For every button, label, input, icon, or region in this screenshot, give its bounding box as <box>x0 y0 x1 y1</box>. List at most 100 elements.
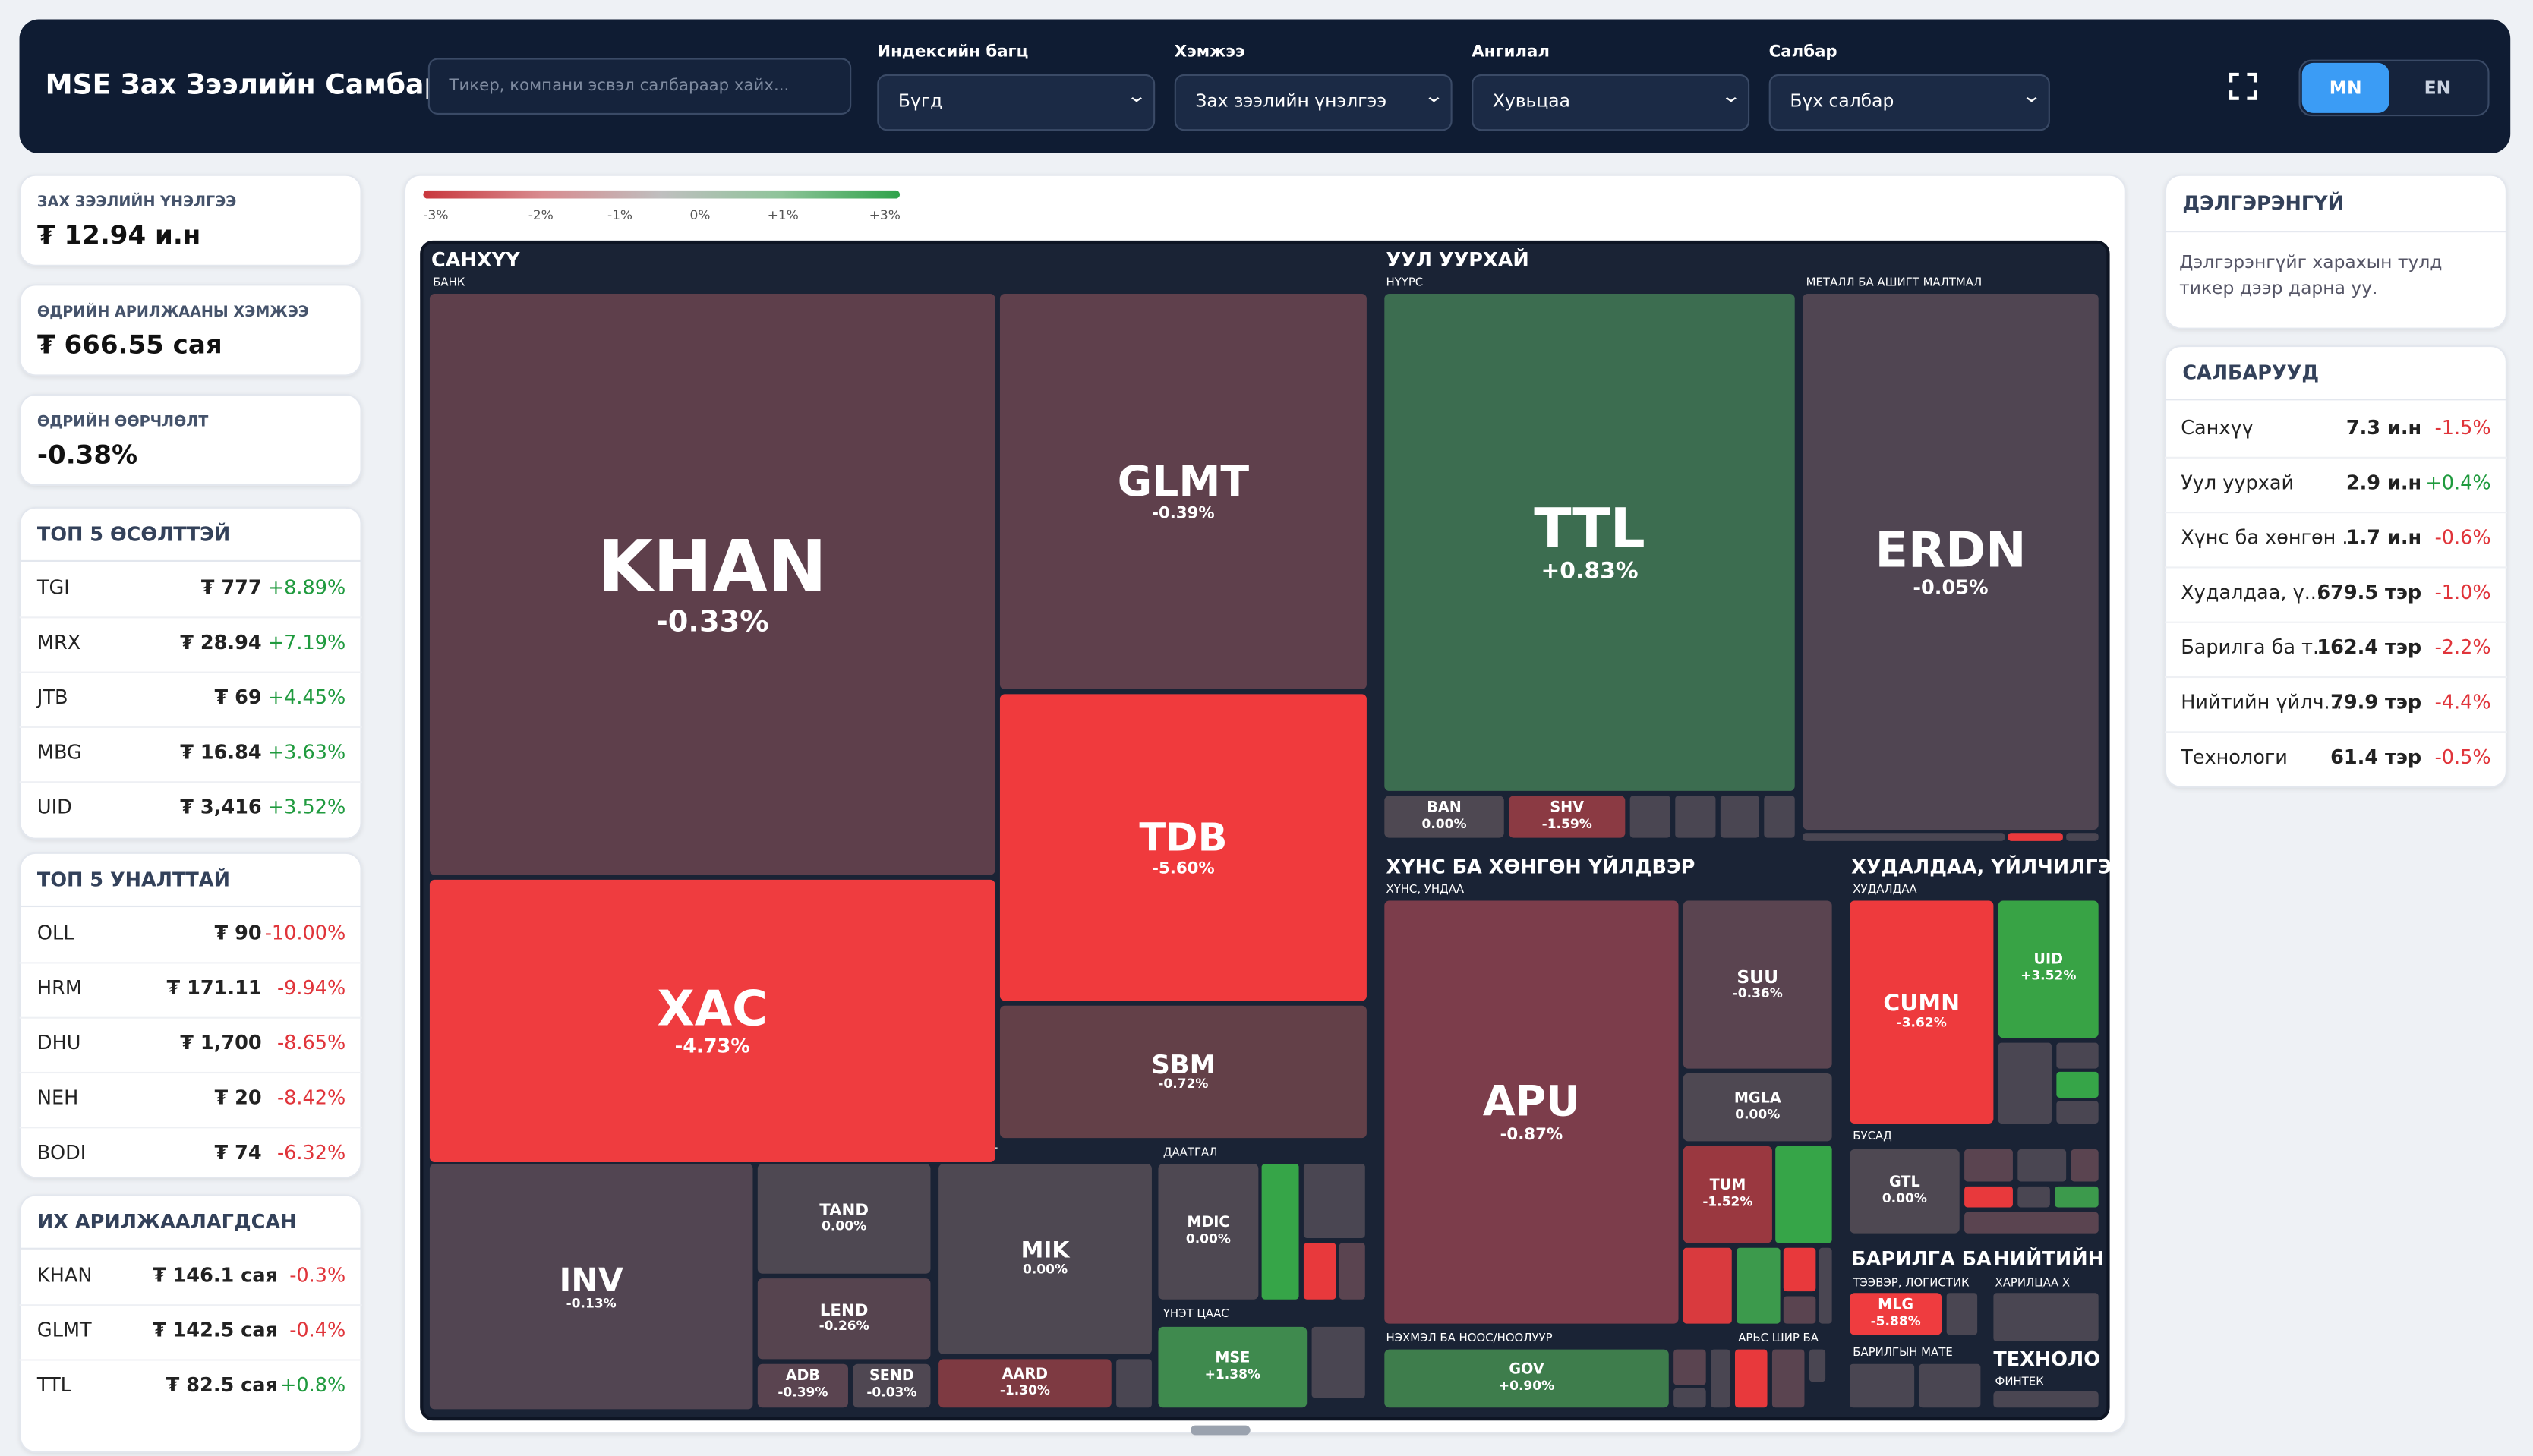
sector-name[interactable]: Технологи <box>2181 745 2288 769</box>
treemap-tile[interactable]: SEND -0.03% <box>853 1363 931 1408</box>
treemap-tile[interactable] <box>1809 1349 1826 1382</box>
sector-name[interactable]: Санхүү <box>2181 416 2254 440</box>
treemap-tile[interactable] <box>1311 1326 1365 1398</box>
treemap-tile[interactable]: SBM -0.72% <box>999 1005 1367 1139</box>
row-ticker[interactable]: MBG <box>36 741 82 764</box>
treemap-tile[interactable]: MLG -5.88% <box>1850 1293 1942 1335</box>
treemap-tile[interactable] <box>1993 1391 2099 1408</box>
treemap-tile[interactable] <box>1673 1388 1706 1408</box>
treemap-tile[interactable] <box>1803 833 2005 841</box>
treemap-tile[interactable] <box>1261 1164 1299 1300</box>
treemap-tile[interactable] <box>2056 1071 2099 1098</box>
treemap-tile[interactable] <box>1964 1149 2013 1182</box>
treemap-tile[interactable] <box>1711 1349 1730 1408</box>
treemap-tile[interactable] <box>1720 796 1759 838</box>
treemap-tile[interactable] <box>1993 1293 2099 1342</box>
treemap-tile[interactable] <box>1783 1247 1816 1292</box>
sector-name[interactable]: Нийтийн үйлч... <box>2181 691 2342 714</box>
sector-name[interactable]: Барилга ба т... <box>2181 635 2332 659</box>
treemap-tile[interactable] <box>1116 1359 1152 1408</box>
treemap-group-label: ХУДАЛДАА, ҮЙЛЧИЛГЭ <box>1851 855 2112 878</box>
treemap-tile[interactable] <box>1964 1186 2013 1208</box>
treemap-tile[interactable] <box>1629 796 1670 838</box>
treemap-tile[interactable]: XAC -4.73% <box>429 879 995 1163</box>
treemap-tile[interactable]: UID +3.52% <box>1998 900 2099 1038</box>
row-ticker[interactable]: OLL <box>36 922 74 944</box>
treemap-tile[interactable]: LEND -0.26% <box>757 1278 931 1360</box>
treemap-tile[interactable] <box>1771 1349 1805 1408</box>
lang-mn[interactable]: MN <box>2301 62 2389 113</box>
treemap-tile[interactable] <box>1675 796 1716 838</box>
tile-ticker: SEND <box>869 1369 914 1385</box>
filter-select[interactable]: Зах зээлийн үнэлгээ <box>1174 74 1453 131</box>
treemap-tile[interactable] <box>2066 833 2099 841</box>
sector-name[interactable]: Худалдаа, ү... <box>2181 581 2323 604</box>
treemap-tile[interactable]: BAN 0.00% <box>1384 796 1504 838</box>
treemap-tile[interactable]: GTL 0.00% <box>1850 1149 1960 1234</box>
row-ticker[interactable]: HRM <box>36 976 82 1000</box>
treemap-tile[interactable] <box>1850 1363 1915 1408</box>
treemap-tile[interactable] <box>1946 1293 1978 1335</box>
treemap-tile[interactable]: GOV +0.90% <box>1384 1349 1669 1408</box>
treemap-tile[interactable] <box>1764 796 1795 838</box>
filter-select[interactable]: Бүх салбар <box>1768 74 2050 131</box>
treemap-tile[interactable]: TUM -1.52% <box>1683 1146 1772 1243</box>
treemap-tile[interactable] <box>1673 1349 1706 1385</box>
treemap-tile[interactable] <box>1339 1243 1365 1300</box>
row-ticker[interactable]: GLMT <box>36 1319 92 1342</box>
treemap-tile[interactable]: MSE +1.38% <box>1158 1326 1308 1408</box>
treemap-tile[interactable]: MGLA 0.00% <box>1683 1073 1832 1142</box>
treemap-tile[interactable]: APU -0.87% <box>1384 900 1679 1324</box>
treemap-tile[interactable] <box>1998 1042 2052 1124</box>
treemap-tile[interactable]: ADB -0.39% <box>757 1363 848 1408</box>
treemap-tile[interactable]: ERDN -0.05% <box>1803 294 2099 830</box>
treemap-tile[interactable] <box>1919 1363 1981 1408</box>
treemap-tile[interactable] <box>1783 1296 1816 1324</box>
treemap-tile[interactable] <box>1819 1247 1832 1324</box>
sector-name[interactable]: Хүнс ба хөнгөн ... <box>2181 526 2361 549</box>
treemap-tile[interactable] <box>1737 1247 1781 1324</box>
row-ticker[interactable]: TGI <box>36 576 70 599</box>
row-ticker[interactable]: DHU <box>36 1031 81 1054</box>
treemap-tile[interactable] <box>2056 1101 2099 1124</box>
treemap-tile[interactable]: MIK 0.00% <box>938 1164 1152 1355</box>
treemap-tile[interactable] <box>1775 1146 1832 1243</box>
treemap-tile[interactable]: SUU -0.36% <box>1683 900 1832 1069</box>
treemap-tile[interactable]: KHAN -0.33% <box>429 294 995 875</box>
treemap-tile[interactable] <box>1683 1247 1732 1324</box>
row-ticker[interactable]: JTB <box>36 685 68 709</box>
row-divider <box>2164 512 2507 514</box>
treemap-tile[interactable] <box>2055 1186 2099 1208</box>
search-input[interactable]: Тикер, компани эсвэл салбараар хайх... <box>427 58 852 115</box>
treemap-tile[interactable]: SHV -1.59% <box>1509 796 1626 838</box>
filter-select[interactable]: Хувьцаа <box>1472 74 1750 131</box>
lang-en[interactable]: EN <box>2424 77 2452 99</box>
row-ticker[interactable]: UID <box>36 796 72 819</box>
treemap-tile[interactable] <box>2017 1186 2050 1208</box>
treemap-tile[interactable]: GLMT -0.39% <box>999 294 1367 689</box>
treemap-tile[interactable]: TTL +0.83% <box>1384 294 1795 791</box>
row-ticker[interactable]: MRX <box>36 631 81 654</box>
filter-select[interactable]: Бүгд <box>877 74 1156 131</box>
fullscreen-button[interactable] <box>2229 72 2257 100</box>
treemap-tile[interactable] <box>1964 1212 2099 1234</box>
treemap-tile[interactable] <box>1734 1349 1768 1408</box>
treemap-tile[interactable] <box>2071 1149 2099 1182</box>
row-ticker[interactable]: BODI <box>36 1141 87 1164</box>
treemap-tile[interactable]: TAND 0.00% <box>757 1164 931 1274</box>
treemap-tile[interactable]: AARD -1.30% <box>938 1359 1112 1408</box>
treemap-tile[interactable] <box>1303 1243 1336 1300</box>
treemap-tile[interactable]: MDIC 0.00% <box>1158 1164 1259 1300</box>
treemap-tile[interactable] <box>2008 833 2063 841</box>
treemap-tile[interactable] <box>1303 1164 1365 1238</box>
sector-name[interactable]: Уул уурхай <box>2181 471 2295 494</box>
row-ticker[interactable]: TTL <box>36 1373 71 1397</box>
treemap-tile[interactable]: TDB -5.60% <box>999 694 1367 1001</box>
row-ticker[interactable]: NEH <box>36 1086 79 1109</box>
treemap-tile[interactable]: CUMN -3.62% <box>1850 900 1994 1124</box>
treemap-tile[interactable] <box>2056 1042 2099 1069</box>
row-ticker[interactable]: KHAN <box>36 1263 93 1287</box>
treemap-tile[interactable] <box>2017 1149 2067 1182</box>
row-price: ₮ 171.11 <box>166 976 262 1000</box>
treemap-tile[interactable]: INV -0.13% <box>429 1164 753 1410</box>
